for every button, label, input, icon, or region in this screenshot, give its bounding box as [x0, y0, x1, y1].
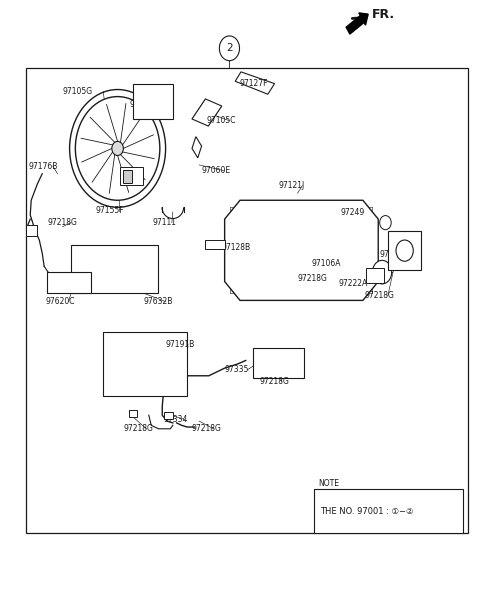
Circle shape [380, 216, 391, 230]
Bar [164, 412, 173, 419]
Bar [133, 84, 173, 119]
Text: 97121J: 97121J [278, 181, 305, 190]
Circle shape [112, 141, 123, 155]
Polygon shape [192, 99, 222, 126]
Circle shape [219, 36, 240, 61]
Text: 2: 2 [226, 44, 233, 53]
Circle shape [396, 240, 413, 262]
Text: 97620C: 97620C [46, 297, 75, 306]
Text: 97060E: 97060E [202, 166, 231, 176]
Circle shape [372, 260, 392, 284]
Text: FR.: FR. [372, 8, 395, 21]
Bar [388, 231, 421, 270]
Text: 97105C: 97105C [206, 116, 236, 125]
Text: 97632B: 97632B [143, 297, 172, 306]
Text: 97222A: 97222A [338, 279, 368, 289]
Bar [103, 332, 187, 396]
Bar [71, 245, 158, 293]
Bar [120, 167, 143, 185]
Text: 97152A: 97152A [130, 100, 159, 110]
Text: 97334: 97334 [163, 415, 188, 424]
Text: 97128B: 97128B [222, 243, 251, 252]
Text: 97218G: 97218G [191, 424, 221, 434]
Text: 97218G: 97218G [365, 291, 395, 300]
Polygon shape [192, 137, 202, 158]
Text: 97249: 97249 [341, 207, 365, 217]
Text: 97106A: 97106A [311, 259, 340, 269]
Bar [26, 68, 468, 533]
Bar [205, 240, 225, 249]
Polygon shape [225, 200, 378, 300]
Text: 97218G: 97218G [298, 274, 327, 283]
Bar [26, 225, 37, 236]
FancyArrow shape [346, 13, 368, 34]
Bar [314, 489, 463, 533]
Text: 97218G: 97218G [48, 218, 78, 227]
Text: 97335: 97335 [225, 365, 249, 375]
Bar [123, 170, 132, 183]
Text: 97176B: 97176B [29, 161, 58, 171]
Text: 97111: 97111 [153, 218, 177, 227]
Text: 97105G: 97105G [62, 87, 93, 96]
Text: 97191B: 97191B [166, 340, 195, 349]
Text: 97127F: 97127F [240, 79, 268, 88]
Circle shape [75, 97, 160, 200]
Text: 97155F: 97155F [96, 206, 125, 216]
Bar [366, 268, 384, 283]
Text: 97218G: 97218G [124, 424, 154, 434]
Text: 97218G: 97218G [259, 377, 289, 386]
Text: 97124: 97124 [379, 250, 403, 259]
Bar [47, 272, 91, 293]
Text: THE NO. 97001 : ①−②: THE NO. 97001 : ①−② [320, 507, 414, 517]
Bar [129, 410, 137, 417]
Text: NOTE: NOTE [318, 479, 339, 488]
Bar [253, 348, 304, 378]
Polygon shape [235, 72, 275, 94]
